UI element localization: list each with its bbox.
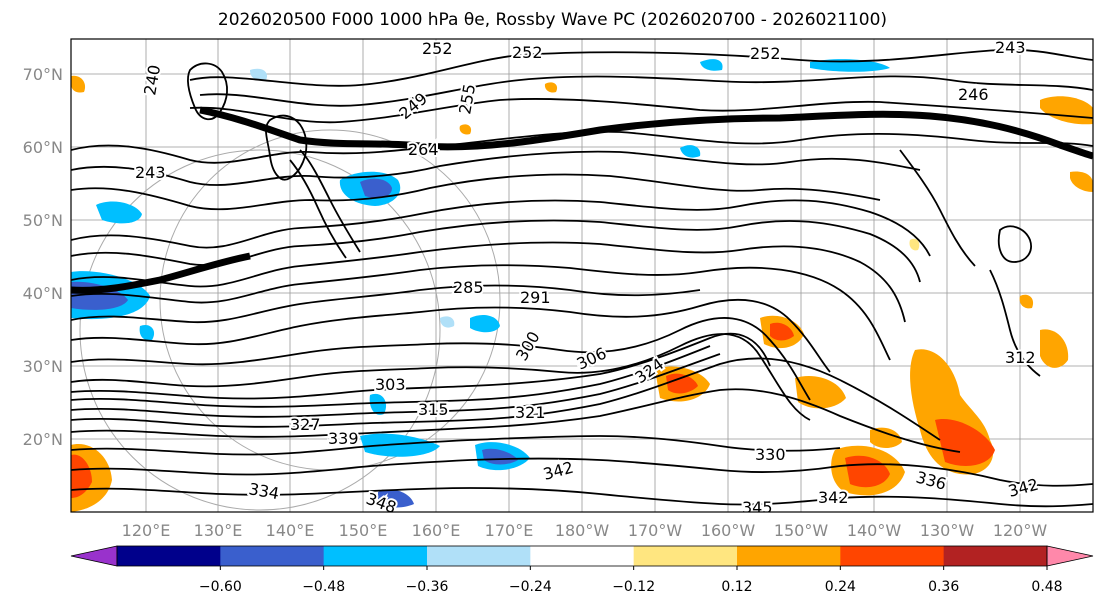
contour-label: 291 [520, 288, 551, 307]
colorbar-tick-label: −0.24 [509, 579, 552, 595]
lon-label: 130°W [920, 521, 975, 540]
colorbar-extend-low [70, 545, 118, 567]
colorbar-tick-labels: −0.60 −0.48 −0.36 −0.24 −0.12 0.12 0.24 0.36 0.4… [199, 566, 1063, 595]
contour-label: 334 [247, 479, 280, 503]
contour-label: 252 [750, 44, 781, 63]
lon-label: 160°E [412, 521, 461, 540]
colorbar-tick-label: −0.36 [406, 579, 449, 595]
front-contour-bundles [71, 106, 1093, 294]
contour-label: 330 [755, 445, 786, 464]
contour-label: 321 [515, 403, 546, 422]
contour-label: 303 [375, 375, 406, 394]
lon-label: 150°E [339, 521, 388, 540]
contour-label: 345 [742, 498, 773, 517]
colorbar: −0.60 −0.48 −0.36 −0.24 −0.12 0.12 0.24 0.36 0.4… [70, 545, 1094, 595]
colorbar-segment [220, 546, 325, 566]
contour-label: 255 [455, 82, 479, 115]
lon-label: 170°E [485, 521, 534, 540]
colorbar-outline [116, 545, 1048, 567]
contour-label: 339 [328, 429, 359, 448]
colorbar-tick-label: −0.60 [199, 579, 242, 595]
lon-label: 120°W [993, 521, 1048, 540]
lon-label: 170°W [628, 521, 683, 540]
contour-label: 285 [453, 278, 484, 297]
lat-label: 60°N [23, 138, 63, 157]
lat-label: 70°N [23, 65, 63, 84]
latitude-labels: 70°N 60°N 50°N 40°N 30°N 20°N [23, 65, 63, 449]
contour-label: 252 [512, 43, 543, 62]
lon-label: 150°W [774, 521, 829, 540]
contour-label: 327 [290, 415, 321, 434]
colorbar-tick-label: 0.48 [1031, 579, 1062, 595]
colorbar-tick-label: 0.36 [928, 579, 959, 595]
lon-label: 120°E [122, 521, 171, 540]
lat-label: 50°N [23, 211, 63, 230]
contour-label: 243 [135, 163, 166, 182]
contour-label: 342 [818, 488, 849, 507]
colorbar-segment [427, 546, 531, 566]
contour-label: 243 [995, 38, 1026, 57]
lon-label: 140°E [266, 521, 315, 540]
colorbar-tick-label: 0.24 [825, 579, 856, 595]
colorbar-tick-label: −0.12 [612, 579, 655, 595]
colorbar-segment [737, 546, 841, 566]
colorbar-segments [117, 546, 1048, 566]
lon-label: 160°W [701, 521, 756, 540]
lat-label: 40°N [23, 284, 63, 303]
contour-label: 312 [1005, 348, 1036, 367]
map-frame [70, 38, 1094, 513]
colorbar-extend-high [1046, 545, 1094, 567]
colorbar-segment [840, 546, 945, 566]
colorbar-segment [633, 546, 738, 566]
colorbar-tick-label: 0.12 [721, 579, 752, 595]
lat-label: 20°N [23, 430, 63, 449]
map-title: 2026020500 F000 1000 hPa θe, Rossby Wave… [217, 10, 888, 30]
longitude-labels: 120°E 130°E 140°E 150°E 160°E 170°E 180°… [122, 521, 1048, 540]
contour-label: 252 [422, 39, 453, 58]
lon-label: 180°W [555, 521, 610, 540]
lon-label: 140°W [847, 521, 902, 540]
contour-label: 246 [958, 85, 989, 104]
contour-label: 264 [408, 140, 439, 159]
contour-label: 315 [418, 400, 449, 419]
colorbar-tick-label: −0.48 [302, 579, 345, 595]
colorbar-segment [323, 546, 428, 566]
map-plot-area: 252 252 252 243 240 243 249 255 246 264 … [71, 38, 1093, 517]
lat-label: 30°N [23, 357, 63, 376]
colorbar-segment [530, 546, 635, 566]
colorbar-segment [943, 546, 1048, 566]
lon-label: 130°E [194, 521, 243, 540]
colorbar-segment [117, 546, 221, 566]
